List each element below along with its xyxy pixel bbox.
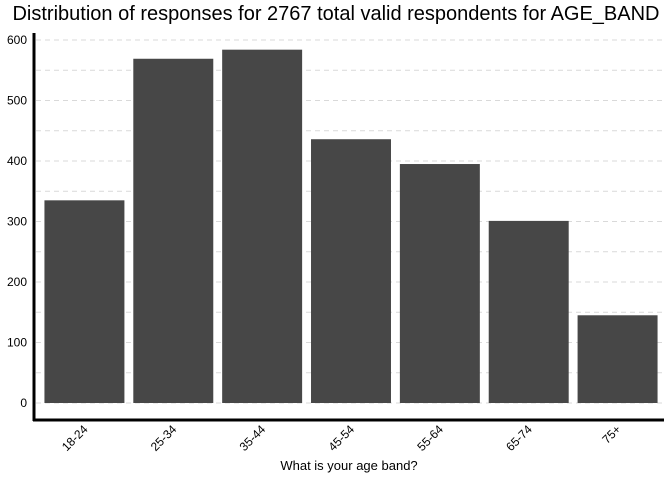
- x-tick-label: 35-44: [237, 422, 269, 454]
- bar-35-44: [222, 49, 303, 404]
- x-tick-labels: 18-24 25-34 35-44 45-54 55-64 65-74 75+: [59, 422, 624, 454]
- bar-18-24: [44, 200, 125, 403]
- y-tick-label: 400: [7, 154, 27, 168]
- bar-45-54: [311, 139, 391, 403]
- y-tick-label: 600: [7, 33, 27, 47]
- axes: [32, 33, 664, 422]
- x-tick-label: 65-74: [503, 422, 535, 454]
- x-tick-label: 45-54: [326, 422, 358, 454]
- y-tick-label: 100: [7, 336, 27, 350]
- y-tick-label: 0: [20, 396, 27, 410]
- x-axis-title: What is your age band?: [280, 458, 417, 473]
- y-tick-labels: 0 100 200 300 400 500 600: [7, 33, 27, 410]
- bars: [44, 49, 658, 404]
- y-tick-label: 200: [7, 275, 27, 289]
- bar-75+: [577, 315, 658, 403]
- x-tick-label: 25-34: [148, 422, 180, 454]
- bar-55-64: [399, 164, 480, 403]
- x-tick-label: 55-64: [414, 422, 446, 454]
- bar-65-74: [488, 220, 569, 403]
- chart-title: Distribution of responses for 2767 total…: [12, 3, 660, 25]
- bar-25-34: [133, 58, 214, 403]
- y-tick-label: 300: [7, 215, 27, 229]
- x-tick-label: 75+: [599, 422, 623, 446]
- y-tick-label: 500: [7, 94, 27, 108]
- x-tick-label: 18-24: [59, 422, 91, 454]
